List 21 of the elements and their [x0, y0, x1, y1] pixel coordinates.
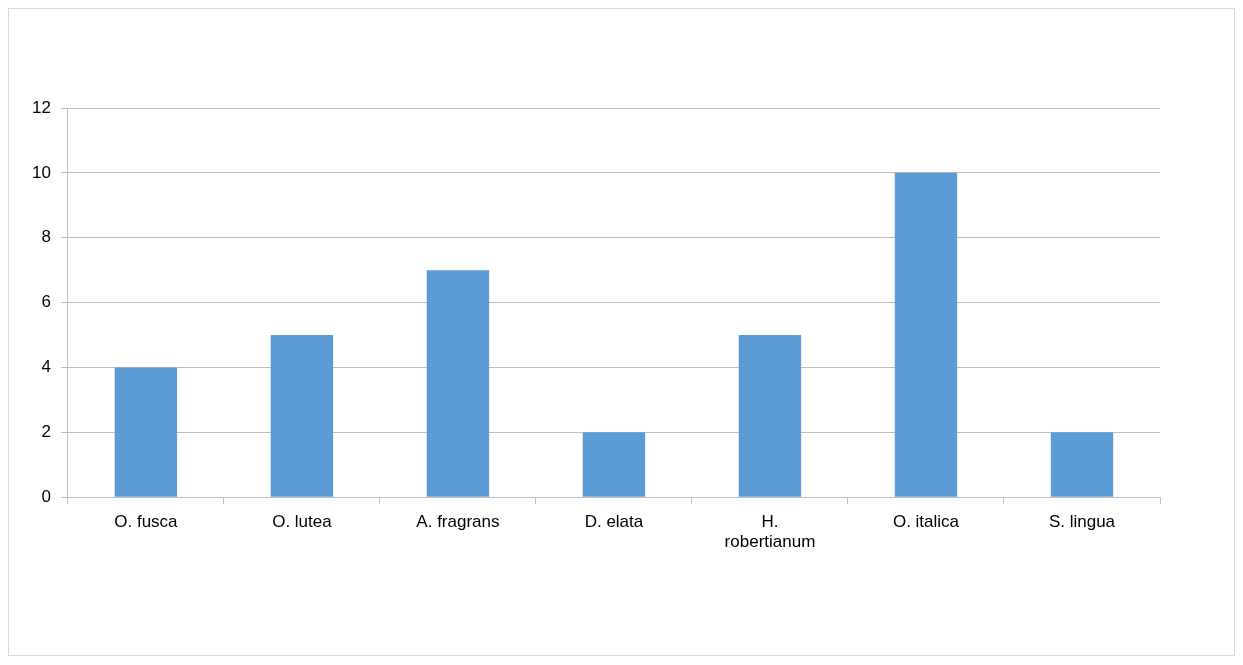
bar — [582, 432, 646, 497]
bar — [270, 335, 334, 497]
x-tick-label: A. fragrans — [416, 512, 500, 532]
x-tick-label: O. italica — [892, 512, 960, 532]
y-tick-label: 8 — [41, 227, 51, 247]
y-tick-label: 2 — [41, 422, 51, 442]
x-tick-label: H. robertianum — [724, 512, 816, 552]
bar — [426, 270, 490, 497]
y-tick-label: 10 — [31, 162, 51, 182]
x-tick-label: O. lutea — [272, 512, 333, 532]
y-tick-label: 0 — [41, 486, 51, 506]
x-tick-label: D. elata — [584, 512, 644, 532]
y-tick-label: 12 — [31, 97, 51, 117]
bar — [738, 335, 802, 497]
x-tick-label: O. fusca — [114, 512, 179, 532]
y-tick-label: 4 — [41, 357, 51, 377]
bar — [114, 367, 178, 497]
bar — [1050, 432, 1114, 497]
x-tick-label: S. lingua — [1048, 512, 1116, 532]
bar — [894, 172, 958, 497]
y-tick-label: 6 — [41, 292, 51, 312]
